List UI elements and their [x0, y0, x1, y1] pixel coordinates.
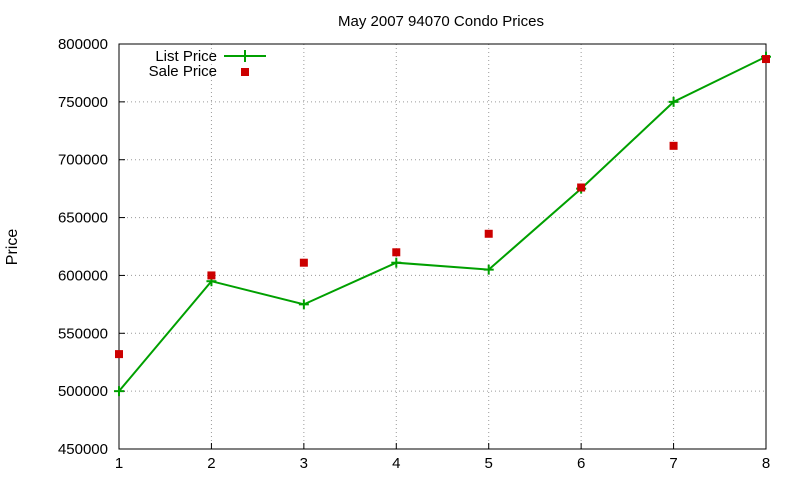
x-tick-label: 8: [762, 455, 770, 472]
x-tick-label: 6: [577, 455, 585, 472]
x-tick-label: 1: [115, 455, 123, 472]
sale-price-point: [762, 55, 770, 64]
y-tick-label: 650000: [58, 210, 108, 227]
list-price-point: [391, 257, 402, 268]
y-axis-label: Price: [4, 229, 21, 266]
series-layer: [114, 51, 771, 397]
tick-labels: 1 2 3 4 5 6 7 8 450000 500000 550000 600000 650000 70…: [58, 36, 770, 472]
sale-price-point: [669, 141, 678, 150]
sale-price-point: [115, 350, 123, 359]
sale-price-point: [392, 248, 401, 257]
y-tick-label: 450000: [58, 441, 108, 458]
plot-frame: [118, 43, 767, 450]
grid-lines: [119, 44, 766, 449]
list-price-point: [298, 299, 309, 310]
legend-label-sale-price: Sale Price: [149, 63, 217, 80]
sale-price-point: [484, 229, 493, 238]
x-tick-label: 7: [669, 455, 677, 472]
list-price-point: [483, 264, 494, 275]
chart-title: May 2007 94070 Condo Prices: [338, 13, 544, 30]
axes: [118, 43, 767, 450]
sale-price-point: [207, 271, 216, 280]
legend-marker-sale-price: [241, 68, 249, 76]
list-price-point: [668, 96, 679, 107]
series-line-list-price: [118, 55, 767, 392]
legend-label-list-price: List Price: [155, 48, 217, 65]
x-tick-label: 5: [485, 455, 493, 472]
x-tick-label: 4: [392, 455, 400, 472]
sale-price-point: [577, 183, 586, 192]
y-tick-label: 550000: [58, 325, 108, 342]
y-tick-label: 800000: [58, 36, 108, 53]
list-price-point: [114, 386, 124, 397]
y-tick-label: 500000: [58, 383, 108, 400]
y-tick-label: 700000: [58, 152, 108, 169]
y-tick-label: 750000: [58, 94, 108, 111]
legend: List Price Sale Price: [149, 48, 266, 80]
x-tick-label: 2: [207, 455, 215, 472]
y-tick-label: 600000: [58, 267, 108, 284]
sale-price-point: [299, 258, 308, 267]
x-tick-label: 3: [300, 455, 308, 472]
